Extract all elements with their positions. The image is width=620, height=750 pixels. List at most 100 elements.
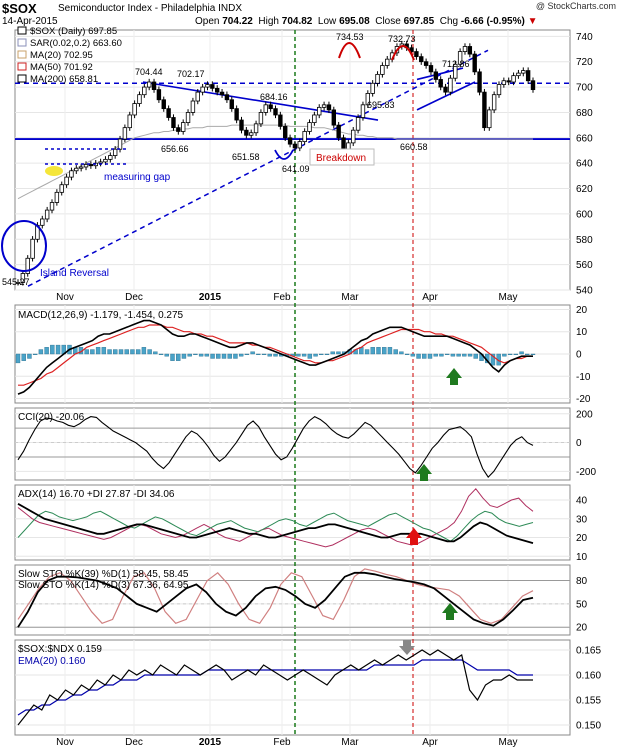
- macd-histogram-bar: [170, 353, 175, 361]
- macd-y-tick-label: -20: [576, 394, 591, 405]
- ratio-frame: [14, 639, 571, 736]
- macd-panel-title: MACD(12,26,9) -1.179, -1.454, 0.275: [18, 310, 184, 321]
- macd-histogram-bar: [204, 353, 210, 357]
- price-bar-body: [312, 114, 317, 123]
- macd-y-tick-label: 0: [576, 350, 582, 361]
- x-axis-label: Feb: [273, 737, 291, 748]
- slow-sto-14-line: [17, 568, 534, 625]
- macd-histogram-bar: [27, 353, 32, 359]
- macd-histogram-bar: [15, 353, 21, 364]
- price-bar-body: [283, 125, 288, 139]
- macd-histogram-bar: [324, 353, 330, 356]
- price-bar-body: [365, 93, 371, 106]
- price-bar-body: [302, 131, 307, 143]
- cci-frame: [14, 407, 571, 481]
- price-y-tick-label: 540: [576, 286, 593, 297]
- price-bar-body: [453, 63, 458, 79]
- adx-panel-title: ADX(14) 16.70 +DI 27.87 -DI 34.06: [18, 489, 175, 500]
- price-bar-body: [501, 80, 507, 85]
- plus-di-line: [17, 510, 534, 542]
- price-bar-body: [506, 80, 511, 83]
- macd-histogram-bar: [502, 353, 507, 357]
- macd-histogram-bar: [181, 353, 187, 359]
- price-bar-body: [78, 166, 84, 169]
- adx-y-tick-label: 40: [576, 496, 588, 507]
- price-bar-body: [530, 80, 536, 91]
- price-bar-body: [171, 117, 176, 129]
- x-axis-label: Apr: [422, 292, 438, 303]
- cci-y-tick-label: 200: [576, 409, 593, 420]
- macd-histogram-bar: [530, 353, 536, 356]
- macd-histogram-bar: [216, 353, 221, 359]
- price-label: 684.16: [260, 92, 288, 102]
- price-bar-body: [249, 132, 254, 136]
- price-bar-body: [278, 114, 283, 127]
- chart-date: 14-Apr-2015: [2, 16, 58, 27]
- price-bar-body: [64, 176, 69, 186]
- price-bar-body: [88, 164, 94, 167]
- price-bar-body: [525, 70, 531, 82]
- macd-histogram-bar: [439, 353, 444, 357]
- macd-histogram-bar: [507, 353, 513, 356]
- price-bar-body: [457, 51, 463, 65]
- price-bar-body: [112, 148, 118, 156]
- macd-histogram-bar: [467, 353, 473, 357]
- gap-highlight: [45, 166, 63, 176]
- high-label: High: [258, 16, 279, 27]
- macd-histogram-bar: [38, 349, 44, 355]
- price-y-tick-label: 680: [576, 108, 593, 119]
- macd-histogram-bar: [113, 349, 118, 355]
- macd-histogram-bar: [193, 353, 198, 356]
- macd-histogram-bar: [416, 353, 421, 359]
- macd-histogram-bar: [90, 349, 95, 355]
- price-legend-entry: MA(20) 702.95: [30, 50, 93, 61]
- price-bar-body: [414, 51, 419, 58]
- macd-histogram-bar: [307, 353, 313, 359]
- macd-histogram-bar: [399, 351, 404, 355]
- price-bar-body: [142, 86, 147, 96]
- stockcharts-credit: @ StockCharts.com: [535, 1, 616, 11]
- legend-swatch: [17, 50, 27, 59]
- macd-histogram-bar: [382, 347, 387, 355]
- macd-histogram-bar: [176, 353, 181, 361]
- macd-histogram-bar: [519, 351, 524, 355]
- price-bar-body: [49, 202, 55, 211]
- x-axis-label: Mar: [341, 292, 359, 303]
- macd-histogram-bar: [164, 353, 169, 357]
- macd-histogram-bar: [250, 351, 255, 355]
- price-legend-entry: MA(200) 658.81: [30, 74, 98, 85]
- chart-symbol: $SOX: [2, 1, 37, 16]
- breakdown-label: Breakdown: [316, 153, 366, 164]
- price-bar-body: [472, 53, 477, 73]
- macd-histogram-bar: [32, 353, 38, 356]
- macd-histogram-bar: [130, 349, 135, 355]
- macd-histogram-bar: [50, 344, 55, 355]
- macd-histogram-bar: [444, 353, 450, 356]
- price-bar-body: [370, 82, 375, 94]
- cci-y-tick-label: -200: [576, 467, 596, 478]
- price-label: 732.73: [388, 34, 416, 44]
- minus-di-line: [17, 488, 534, 548]
- slow-sto-39-line: [17, 571, 534, 628]
- macd-y-tick-label: -10: [576, 372, 591, 383]
- price-bar-body: [151, 81, 157, 91]
- cci-green-arrow: [416, 464, 432, 481]
- macd-histogram-bar: [187, 353, 192, 357]
- island-reversal-label: Island Reversal: [40, 268, 109, 279]
- price-bar-body: [180, 122, 186, 132]
- price-bar-body: [419, 56, 424, 63]
- macd-green-arrow: [446, 368, 462, 385]
- macd-histogram-bar: [198, 353, 204, 357]
- price-bar-body: [380, 65, 385, 75]
- price-bar-body: [59, 184, 64, 193]
- x-axis-label: Feb: [273, 292, 291, 303]
- ratio-y-tick-label: 0.150: [576, 721, 601, 732]
- price-bar-body: [287, 137, 293, 145]
- macd-histogram-bar: [141, 347, 147, 355]
- macd-histogram: [15, 344, 536, 366]
- open-label: Open: [195, 16, 220, 27]
- macd-histogram-bar: [267, 353, 272, 357]
- legend-swatch: [17, 38, 27, 47]
- macd-histogram-bar: [450, 353, 456, 357]
